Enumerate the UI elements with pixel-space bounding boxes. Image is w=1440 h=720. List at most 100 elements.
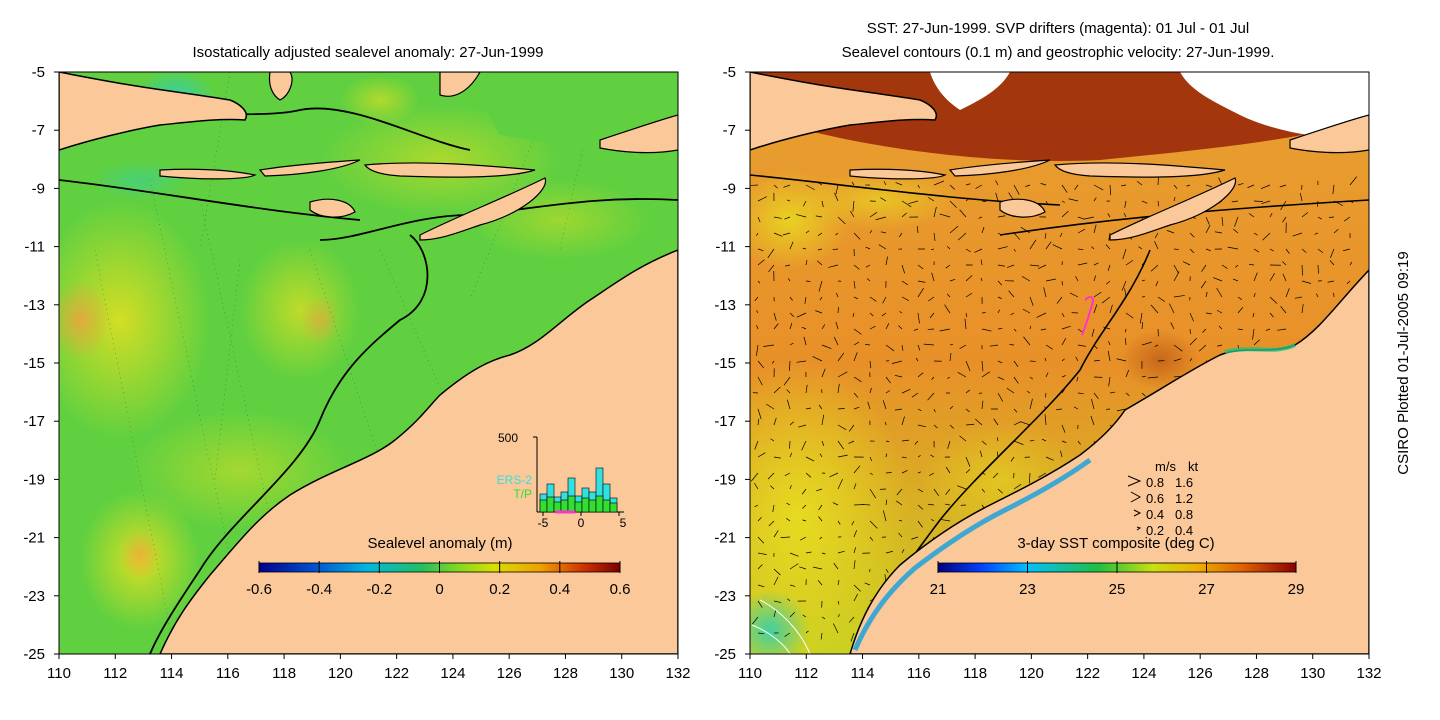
left-y-tick-label: -7 bbox=[32, 122, 45, 139]
hist-bar bbox=[581, 497, 590, 513]
left-y-tick-label: -17 bbox=[23, 413, 45, 430]
left-y-tick-label: -5 bbox=[32, 64, 45, 81]
hist-bar bbox=[595, 495, 604, 513]
left-x-tick-label: 112 bbox=[103, 665, 127, 682]
sealevel-y-axis: -5 -7 -9 -11 -13 -15 -17 -19 -21 -23 -25 bbox=[23, 64, 59, 663]
right-y-tick-label: -21 bbox=[714, 530, 736, 547]
colorbar-tick-label: 27 bbox=[1198, 581, 1215, 598]
left-y-tick-label: -21 bbox=[23, 530, 45, 547]
speed-kt: 0.8 bbox=[1175, 507, 1193, 522]
right-y-tick-label: -25 bbox=[714, 646, 736, 663]
left-x-tick-label: 118 bbox=[272, 665, 296, 682]
histogram-max-label: 500 bbox=[498, 431, 518, 445]
sealevel-colorbar-ticks: -0.6 -0.4 -0.2 0 0.2 0.4 0.6 bbox=[246, 561, 630, 598]
sst-map bbox=[750, 72, 1369, 654]
histogram-xtick: 0 bbox=[578, 516, 585, 530]
right-y-tick-label: -13 bbox=[714, 297, 736, 314]
sst-y-axis: -5 -7 -9 -11 -13 -15 -17 -19 -21 -23 -25 bbox=[714, 64, 750, 663]
colorbar-tick-label: -0.6 bbox=[246, 581, 272, 598]
colorbar-tick-label: 23 bbox=[1019, 581, 1036, 598]
colorbar-tick-label: 21 bbox=[930, 581, 947, 598]
hist-bar bbox=[567, 495, 576, 513]
right-y-tick-label: -9 bbox=[723, 180, 736, 197]
right-y-tick-label: -17 bbox=[714, 413, 736, 430]
colorbar-tick-label: 0 bbox=[435, 581, 443, 598]
colorbar-tick-label: 0.2 bbox=[489, 581, 510, 598]
track-histogram-inset: 500 ERS-2 T/P bbox=[497, 431, 627, 530]
colorbar-tick-label: 25 bbox=[1109, 581, 1126, 598]
right-x-tick-label: 110 bbox=[738, 665, 762, 682]
colorbar-tick-label: -0.4 bbox=[306, 581, 332, 598]
colorbar-tick-label: 0.6 bbox=[610, 581, 631, 598]
legend-tp: T/P bbox=[513, 487, 532, 501]
sst-title-line1: SST: 27-Jun-1999. SVP drifters (magenta)… bbox=[867, 20, 1249, 37]
hist-bar bbox=[560, 499, 569, 513]
sst-panel: SST: 27-Jun-1999. SVP drifters (magenta)… bbox=[714, 20, 1382, 682]
sst-x-axis: 110 112 114 116 118 120 122 124 126 128 130 132 bbox=[738, 654, 1382, 682]
speed-legend: m/s kt 0.8 1.6 0.6 1.2 0.4 0.8 0.2 0.4 bbox=[1127, 459, 1199, 538]
hist-bar bbox=[539, 499, 548, 513]
left-y-tick-label: -9 bbox=[32, 180, 45, 197]
sealevel-panel: Isostatically adjusted sealevel anomaly:… bbox=[23, 44, 690, 682]
right-x-tick-label: 128 bbox=[1244, 665, 1269, 682]
hist-bar bbox=[602, 499, 611, 513]
left-x-tick-label: 110 bbox=[47, 665, 71, 682]
left-y-tick-label: -19 bbox=[23, 471, 45, 488]
speed-ms: 0.4 bbox=[1146, 507, 1164, 522]
sst-colorbar: 3-day SST composite (deg C) 21 23 25 27 29 bbox=[930, 535, 1305, 598]
speed-kt: 0.4 bbox=[1175, 523, 1193, 538]
svp-drifter-track bbox=[1081, 296, 1094, 336]
speed-arrow-icon bbox=[1127, 475, 1142, 487]
speed-arrow-icon bbox=[1133, 509, 1142, 517]
legend-ers2: ERS-2 bbox=[497, 473, 533, 487]
speed-ms: 0.2 bbox=[1146, 523, 1164, 538]
hist-bar bbox=[609, 502, 618, 513]
right-y-tick-label: -23 bbox=[714, 588, 736, 605]
right-x-tick-label: 122 bbox=[1075, 665, 1100, 682]
speed-ms: 0.8 bbox=[1146, 475, 1164, 490]
right-y-tick-label: -19 bbox=[714, 471, 736, 488]
colorbar-tick-label: 0.4 bbox=[549, 581, 570, 598]
left-x-tick-label: 116 bbox=[216, 665, 240, 682]
right-y-tick-label: -7 bbox=[723, 122, 736, 139]
hist-bar bbox=[574, 501, 583, 513]
right-x-tick-label: 130 bbox=[1300, 665, 1325, 682]
histogram-xtick: 5 bbox=[620, 516, 627, 530]
right-x-tick-label: 116 bbox=[907, 665, 931, 682]
right-x-tick-label: 114 bbox=[851, 665, 875, 682]
speed-legend-kt-header: kt bbox=[1188, 459, 1199, 474]
right-x-tick-label: 120 bbox=[1019, 665, 1044, 682]
speed-arrow-icon bbox=[1130, 491, 1142, 503]
left-y-tick-label: -11 bbox=[24, 239, 45, 256]
left-x-tick-label: 124 bbox=[440, 665, 465, 682]
histogram-bars bbox=[539, 467, 618, 514]
left-x-tick-label: 132 bbox=[665, 665, 690, 682]
left-y-tick-label: -25 bbox=[23, 646, 45, 663]
sealevel-map bbox=[59, 72, 678, 654]
right-x-tick-label: 118 bbox=[963, 665, 987, 682]
left-y-tick-label: -15 bbox=[23, 355, 45, 372]
right-x-tick-label: 132 bbox=[1356, 665, 1381, 682]
right-y-tick-label: -5 bbox=[723, 64, 736, 81]
sst-title-line2: Sealevel contours (0.1 m) and geostrophi… bbox=[842, 44, 1275, 61]
speed-ms: 0.6 bbox=[1146, 491, 1164, 506]
right-x-tick-label: 124 bbox=[1131, 665, 1156, 682]
sealevel-x-axis: 110 112 114 116 118 120 122 124 126 128 130 132 bbox=[47, 654, 691, 682]
plot-credit: CSIRO Plotted 01-Jul-2005 09:19 bbox=[1395, 251, 1412, 474]
speed-kt: 1.6 bbox=[1175, 475, 1193, 490]
left-x-tick-label: 120 bbox=[328, 665, 353, 682]
right-y-tick-label: -11 bbox=[715, 239, 736, 256]
right-x-tick-label: 126 bbox=[1188, 665, 1213, 682]
right-y-tick-label: -15 bbox=[714, 355, 736, 372]
left-y-tick-label: -13 bbox=[23, 297, 45, 314]
left-x-tick-label: 130 bbox=[609, 665, 634, 682]
histogram-xtick: -5 bbox=[538, 516, 549, 530]
sealevel-colorbar-title: Sealevel anomaly (m) bbox=[367, 535, 512, 552]
sealevel-colorbar: Sealevel anomaly (m) -0.6 -0.4 -0.2 0 0.2 0.4… bbox=[246, 535, 630, 598]
sst-colorbar-title: 3-day SST composite (deg C) bbox=[1017, 535, 1214, 552]
left-x-tick-label: 122 bbox=[384, 665, 409, 682]
left-y-tick-label: -23 bbox=[23, 588, 45, 605]
sst-colorbar-ticks: 21 23 25 27 29 bbox=[930, 561, 1304, 598]
hist-bar bbox=[588, 499, 597, 513]
